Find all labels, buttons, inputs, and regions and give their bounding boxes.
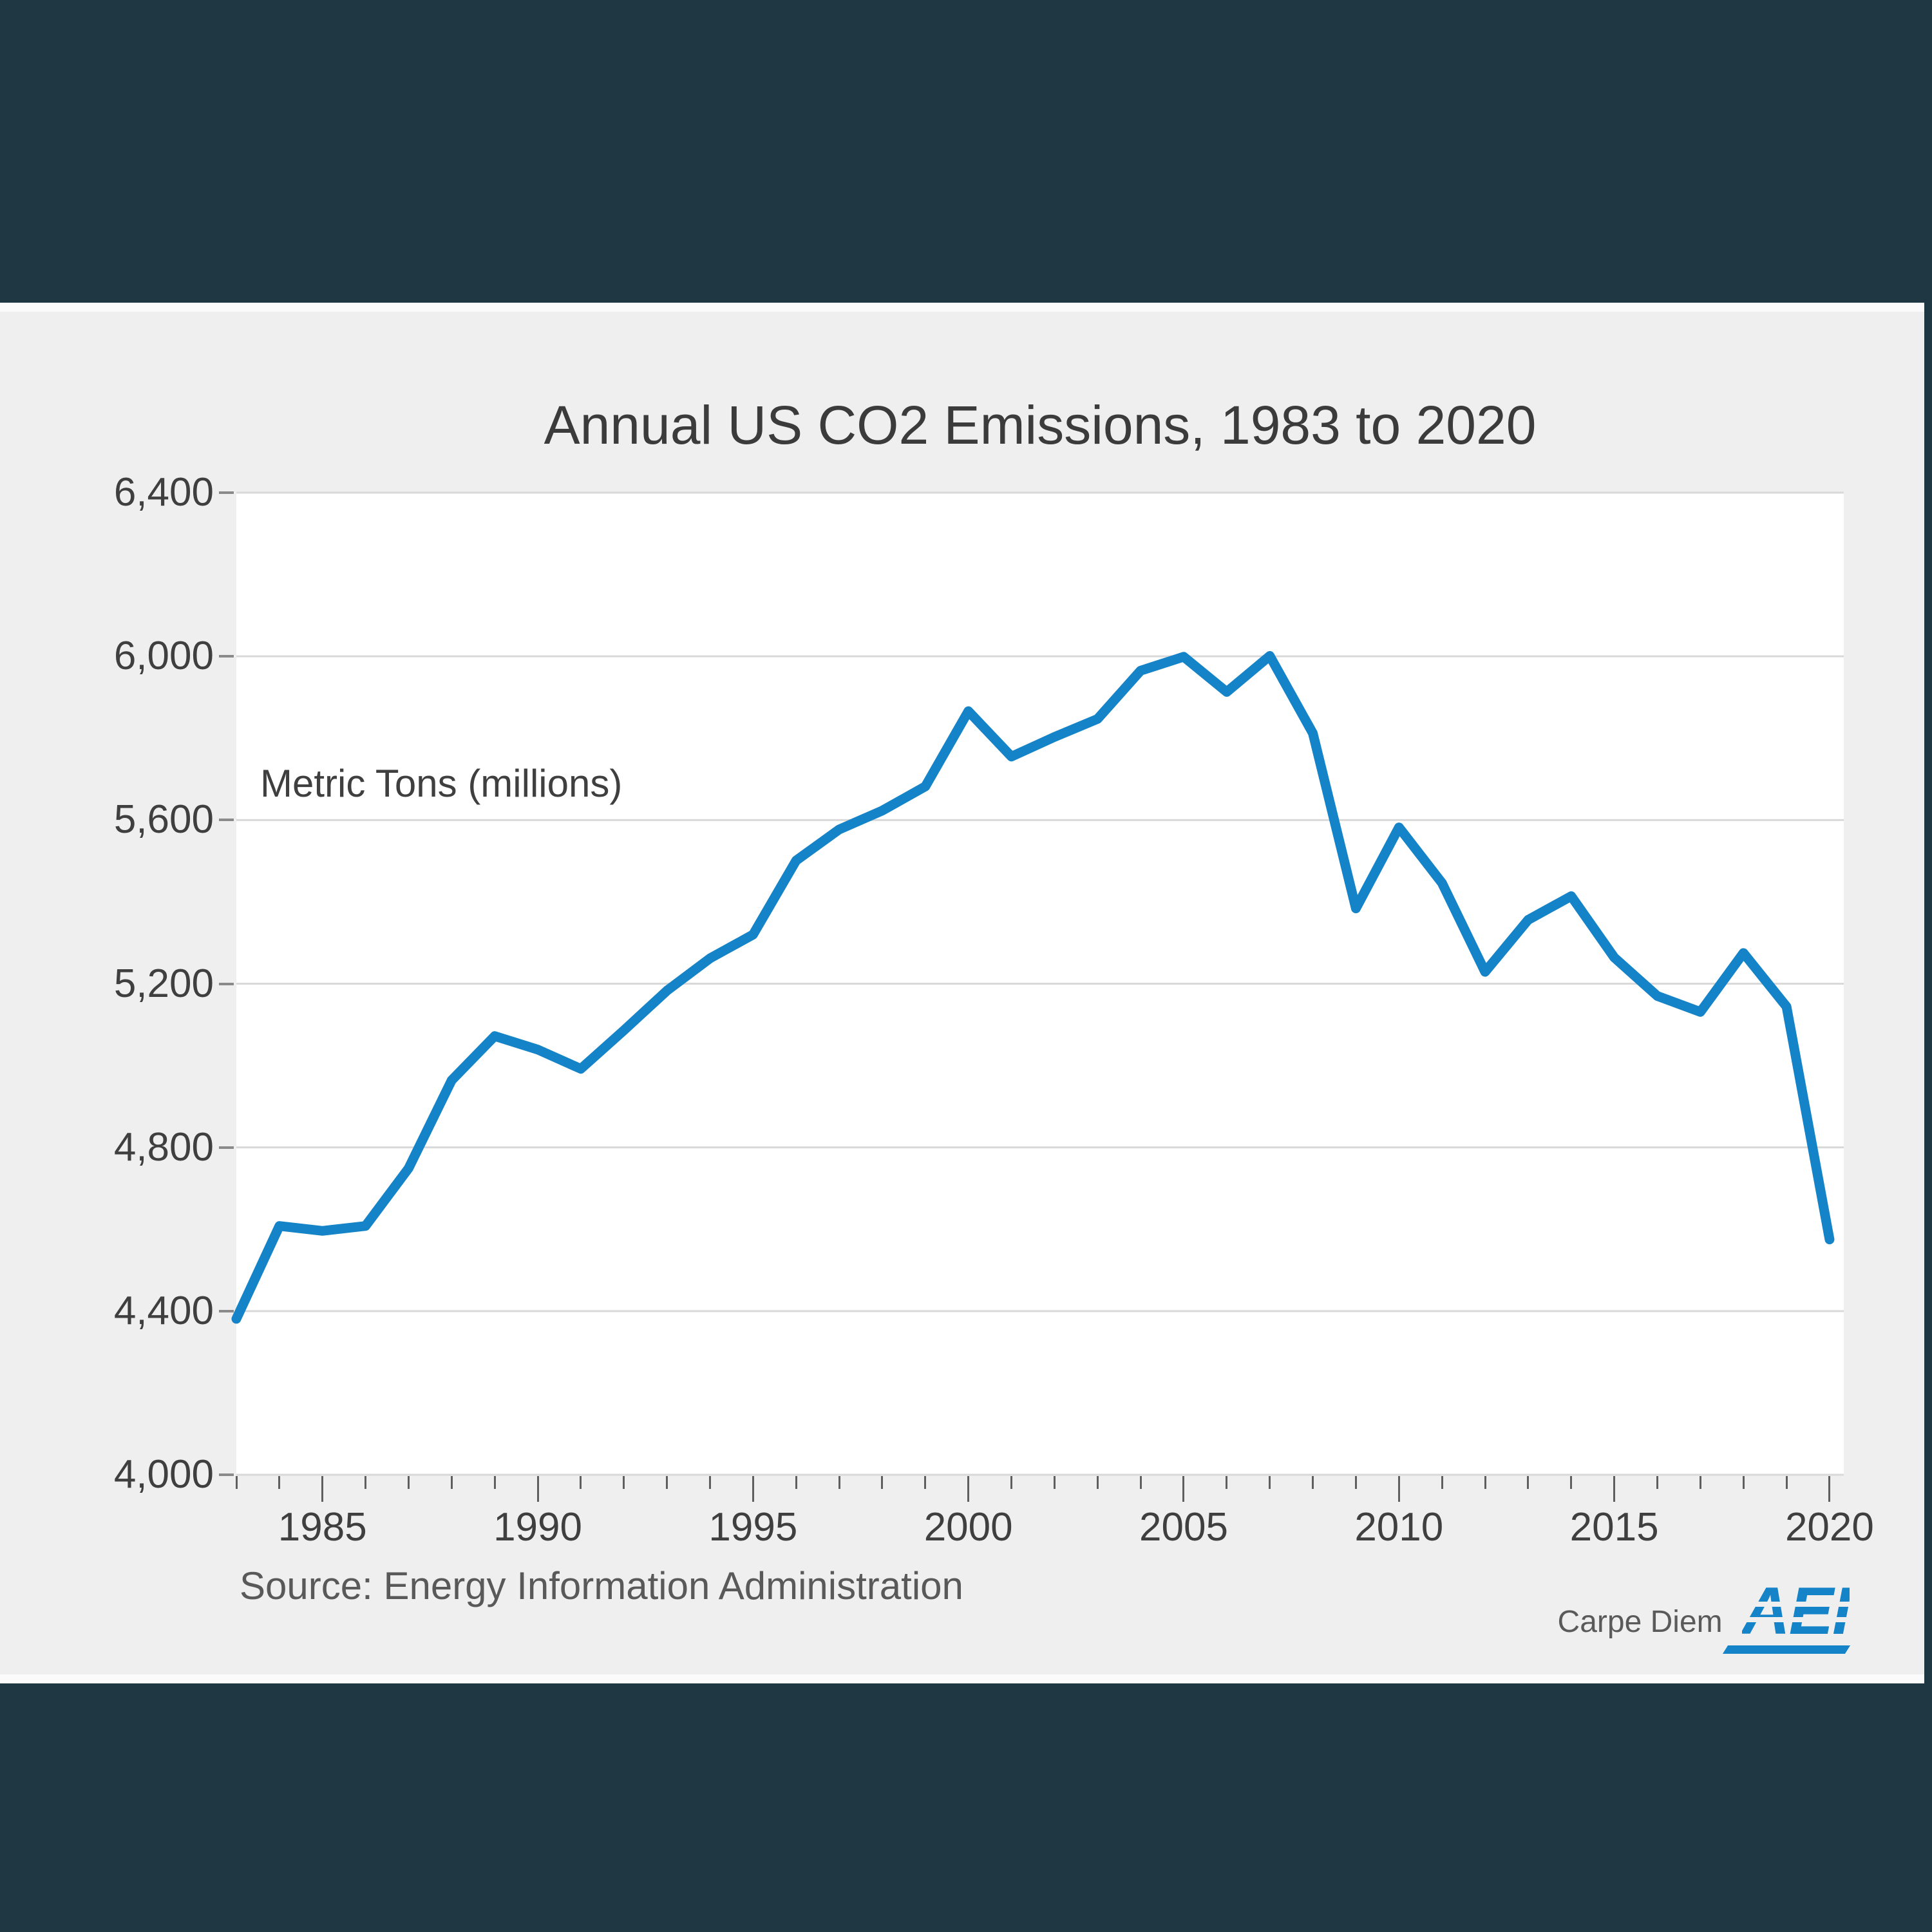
y-tick-mark [219,491,234,494]
y-tick-label: 5,600 [113,797,214,842]
y-tick-mark [219,1309,234,1312]
x-tick-mark [1312,1476,1314,1489]
x-tick-mark [1527,1476,1530,1489]
brand-footer: Carpe Diem AEI [1557,1574,1851,1654]
bottom-separator [0,1674,1932,1683]
y-tick-label: 4,800 [113,1124,214,1170]
x-tick-mark [235,1476,238,1489]
source-note: Source: Energy Information Administratio… [240,1564,963,1607]
right-edge-band [1924,0,1932,1932]
aei-logo-text: AEI [1741,1574,1851,1649]
x-tick-mark [1613,1476,1616,1502]
top-separator [0,303,1932,312]
x-tick-label: 1995 [708,1505,798,1549]
x-tick-mark [666,1476,668,1489]
carpe-diem-label: Carpe Diem [1557,1605,1723,1639]
x-tick-label: 2000 [923,1505,1013,1549]
x-tick-label: 2005 [1139,1505,1228,1549]
x-tick-mark [623,1476,625,1489]
y-tick-mark [219,655,234,658]
x-tick-mark [1441,1476,1443,1489]
x-tick-mark [1269,1476,1271,1489]
x-tick-label: 2015 [1569,1505,1659,1549]
x-tick-mark [752,1476,754,1502]
top-band [0,0,1932,303]
y-tick-label: 5,200 [113,961,214,1006]
y-tick-label: 6,400 [113,470,214,515]
emissions-line-chart [231,491,1844,1476]
x-tick-mark [881,1476,884,1489]
y-tick-label: 4,400 [113,1288,214,1333]
aei-logo: AEI [1722,1574,1851,1654]
x-tick-mark [1484,1476,1486,1489]
x-tick-mark [365,1476,367,1489]
x-tick-mark [493,1476,496,1489]
x-tick-mark [924,1476,927,1489]
x-tick-mark [1699,1476,1701,1489]
x-tick-mark [1139,1476,1142,1489]
x-tick-mark [795,1476,797,1489]
emissions-line [231,651,1835,1324]
x-tick-mark [321,1476,324,1502]
plot-area [231,491,1844,1476]
y-tick-mark [219,1146,234,1149]
y-tick-mark [219,982,234,985]
x-tick-mark [1742,1476,1745,1489]
x-tick-mark [580,1476,582,1489]
x-tick-mark [1828,1476,1831,1502]
y-tick-mark [219,819,234,822]
series-label: Metric Tons (millions) [260,762,623,805]
x-tick-mark [1096,1476,1099,1489]
aei-logo-underline [1722,1645,1850,1654]
x-tick-mark [708,1476,711,1489]
x-tick-mark [536,1476,539,1502]
x-tick-mark [450,1476,453,1489]
x-tick-label: 2020 [1785,1505,1874,1549]
bottom-band [0,1683,1932,1932]
x-tick-mark [1656,1476,1658,1489]
x-tick-label: 1990 [493,1505,582,1549]
x-tick-mark [1785,1476,1788,1489]
x-tick-label: 1985 [278,1505,367,1549]
x-tick-label: 2010 [1354,1505,1444,1549]
x-tick-mark [1354,1476,1357,1489]
x-tick-mark [838,1476,840,1489]
x-tick-mark [1053,1476,1056,1489]
x-tick-mark [1226,1476,1228,1489]
y-tick-mark [219,1473,234,1476]
chart-title: Annual US CO2 Emissions, 1983 to 2020 [544,395,1537,455]
x-tick-mark [1397,1476,1400,1502]
y-tick-label: 6,000 [113,634,214,679]
x-tick-mark [1010,1476,1013,1489]
x-tick-mark [1182,1476,1185,1502]
y-tick-label: 4,000 [113,1452,214,1497]
x-tick-mark [1570,1476,1573,1489]
x-tick-mark [278,1476,281,1489]
x-tick-mark [967,1476,970,1502]
x-tick-mark [407,1476,410,1489]
